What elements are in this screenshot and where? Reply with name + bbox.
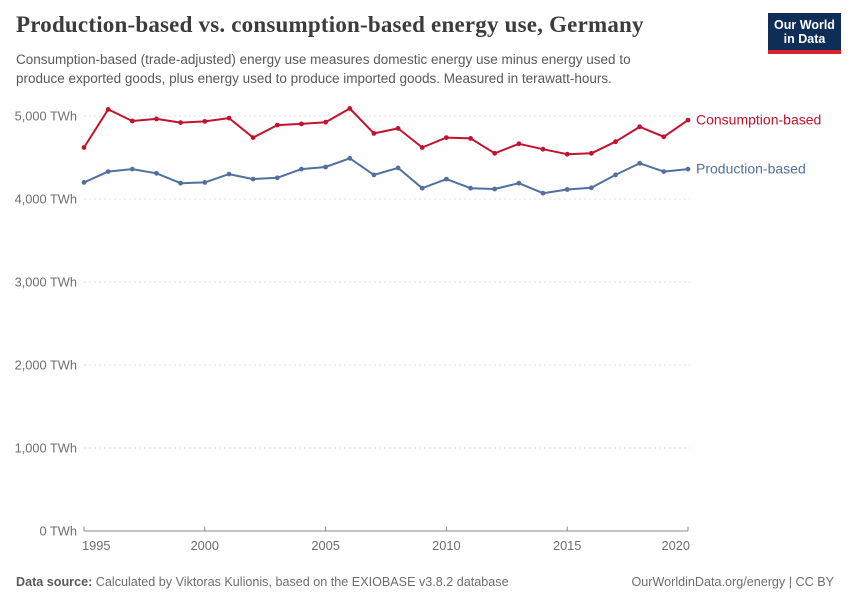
- data-point-consumption-based-2006[interactable]: [347, 106, 353, 111]
- owid-logo[interactable]: Our World in Data: [768, 13, 841, 54]
- data-point-production-based-1995[interactable]: [81, 180, 87, 185]
- data-point-consumption-based-2009[interactable]: [419, 145, 425, 150]
- data-point-consumption-based-2020[interactable]: [685, 117, 691, 123]
- footer-link[interactable]: OurWorldinData.org/energy | CC BY: [631, 575, 834, 589]
- data-point-consumption-based-1995[interactable]: [81, 145, 87, 150]
- plot-area[interactable]: [84, 100, 690, 531]
- subtitle-line: produce exported goods, plus energy used…: [16, 70, 612, 86]
- data-point-production-based-2005[interactable]: [323, 164, 328, 170]
- x-tick-label: 2020: [662, 538, 690, 553]
- data-point-production-based-2014[interactable]: [540, 190, 546, 196]
- x-tick-label: 2010: [432, 538, 460, 553]
- data-point-production-based-2011[interactable]: [468, 185, 473, 191]
- data-point-production-based-2000[interactable]: [202, 180, 208, 185]
- data-point-production-based-2012[interactable]: [492, 186, 498, 192]
- data-point-production-based-2002[interactable]: [250, 176, 256, 182]
- data-point-production-based-1999[interactable]: [178, 180, 184, 186]
- data-point-consumption-based-1997[interactable]: [129, 118, 135, 124]
- data-point-production-based-2020[interactable]: [685, 166, 691, 172]
- series-label-consumption-based: Consumption-based: [696, 112, 821, 128]
- page-title: Production-based vs. consumption-based e…: [16, 12, 644, 37]
- data-point-production-based-2017[interactable]: [613, 172, 618, 178]
- x-tick-label: 2000: [191, 538, 219, 553]
- data-point-production-based-2008[interactable]: [395, 165, 401, 171]
- data-point-consumption-based-2003[interactable]: [274, 122, 280, 128]
- data-point-consumption-based-2017[interactable]: [613, 139, 618, 145]
- data-point-production-based-1998[interactable]: [154, 170, 159, 176]
- series-label-production-based: Production-based: [696, 161, 806, 177]
- data-point-consumption-based-2015[interactable]: [564, 151, 570, 157]
- data-point-production-based-2013[interactable]: [516, 180, 522, 186]
- x-tick-label: 2005: [311, 538, 339, 553]
- data-point-consumption-based-2011[interactable]: [468, 136, 473, 141]
- data-point-production-based-1996[interactable]: [105, 169, 111, 175]
- data-point-production-based-2015[interactable]: [564, 187, 570, 192]
- data-point-consumption-based-1996[interactable]: [105, 107, 111, 112]
- x-tick-label: 1995: [82, 538, 110, 553]
- data-point-consumption-based-2004[interactable]: [299, 121, 304, 127]
- data-point-production-based-2006[interactable]: [347, 155, 353, 161]
- data-point-production-based-2009[interactable]: [419, 185, 425, 191]
- owid-logo-text: Our World: [774, 18, 835, 32]
- data-point-consumption-based-2013[interactable]: [516, 141, 522, 147]
- data-point-production-based-2007[interactable]: [371, 172, 377, 178]
- data-point-consumption-based-2008[interactable]: [395, 125, 401, 131]
- data-point-consumption-based-2010[interactable]: [444, 135, 449, 141]
- data-point-production-based-1997[interactable]: [129, 166, 135, 172]
- data-point-consumption-based-2007[interactable]: [371, 131, 377, 136]
- data-point-consumption-based-1998[interactable]: [154, 116, 159, 122]
- data-point-consumption-based-2019[interactable]: [661, 134, 667, 140]
- y-tick-label: 5,000 TWh: [15, 108, 77, 123]
- x-tick-label: 2015: [553, 538, 581, 553]
- y-tick-label: 1,000 TWh: [15, 440, 77, 455]
- data-point-consumption-based-2001[interactable]: [226, 115, 232, 121]
- data-point-consumption-based-1999[interactable]: [178, 120, 184, 125]
- chart-subtitle: Consumption-based (trade-adjusted) energ…: [16, 51, 716, 88]
- chart-footer: Data source: Calculated by Viktoras Kuli…: [16, 575, 834, 589]
- data-point-production-based-2010[interactable]: [444, 176, 449, 182]
- series-line-production-based: [83, 157, 689, 195]
- data-point-production-based-2018[interactable]: [637, 160, 643, 166]
- data-point-production-based-2016[interactable]: [589, 185, 594, 191]
- data-point-consumption-based-2012[interactable]: [492, 150, 498, 156]
- data-point-consumption-based-2016[interactable]: [589, 150, 594, 156]
- y-tick-label: 4,000 TWh: [15, 191, 77, 206]
- data-point-consumption-based-2005[interactable]: [323, 119, 328, 125]
- data-point-production-based-2001[interactable]: [226, 171, 232, 177]
- data-source-label: Data source:: [16, 575, 93, 589]
- y-tick-label: 0 TWh: [40, 523, 77, 538]
- data-point-production-based-2019[interactable]: [661, 169, 667, 175]
- data-point-production-based-2004[interactable]: [299, 166, 304, 172]
- data-point-production-based-2003[interactable]: [274, 175, 280, 181]
- data-point-consumption-based-2000[interactable]: [202, 119, 208, 124]
- data-source: Data source: Calculated by Viktoras Kuli…: [16, 575, 509, 589]
- y-tick-label: 2,000 TWh: [15, 357, 77, 372]
- data-source-text: Calculated by Viktoras Kulionis, based o…: [92, 575, 509, 589]
- data-point-consumption-based-2014[interactable]: [540, 146, 546, 152]
- data-point-consumption-based-2002[interactable]: [250, 135, 256, 141]
- subtitle-line: Consumption-based (trade-adjusted) energ…: [16, 52, 631, 67]
- y-tick-label: 3,000 TWh: [15, 274, 77, 289]
- series-line-consumption-based: [83, 107, 689, 156]
- owid-logo-text: in Data: [783, 32, 826, 46]
- data-point-consumption-based-2018[interactable]: [637, 124, 643, 130]
